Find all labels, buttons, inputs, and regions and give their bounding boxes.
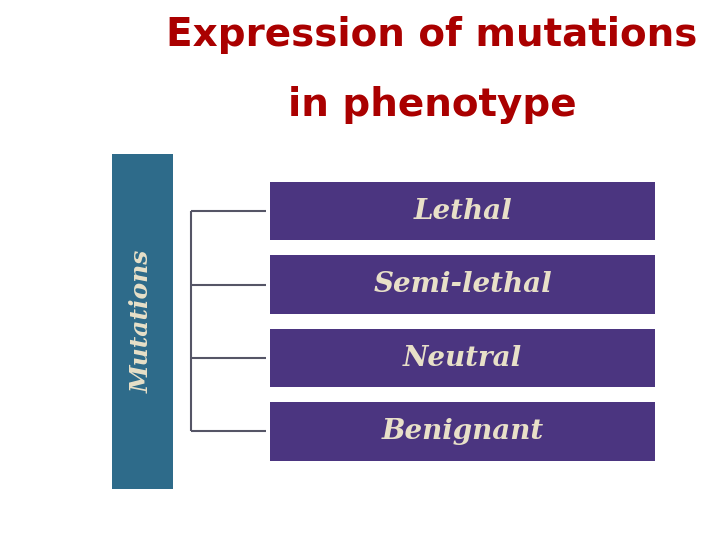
FancyBboxPatch shape bbox=[270, 329, 655, 387]
Text: in phenotype: in phenotype bbox=[288, 86, 576, 124]
FancyBboxPatch shape bbox=[270, 182, 655, 240]
FancyBboxPatch shape bbox=[270, 255, 655, 314]
Text: Neutral: Neutral bbox=[403, 345, 522, 372]
Text: Benignant: Benignant bbox=[382, 418, 544, 445]
Text: Mutations: Mutations bbox=[130, 249, 154, 393]
FancyBboxPatch shape bbox=[270, 402, 655, 461]
FancyBboxPatch shape bbox=[112, 154, 173, 489]
Text: Lethal: Lethal bbox=[413, 198, 512, 225]
Text: Semi-lethal: Semi-lethal bbox=[373, 271, 552, 298]
Text: Expression of mutations: Expression of mutations bbox=[166, 16, 698, 54]
